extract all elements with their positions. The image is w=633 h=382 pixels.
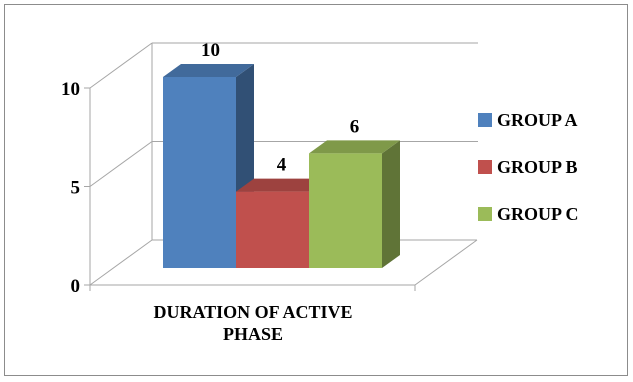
x-category-label: PHASE (223, 324, 283, 344)
x-category-label: DURATION OF ACTIVE (153, 302, 352, 322)
bar-top (309, 140, 400, 154)
data-label: 6 (350, 116, 360, 137)
y-tick-label: 0 (71, 276, 81, 297)
legend-item: GROUP C (478, 204, 579, 224)
y-tick-label: 10 (61, 79, 80, 100)
legend-item: GROUP B (478, 157, 578, 177)
legend-item: GROUP A (478, 110, 578, 130)
data-labels: 10 4 6 (201, 40, 359, 176)
legend-swatch (478, 160, 492, 174)
bar-top (163, 64, 254, 77)
legend-label: GROUP C (497, 204, 579, 224)
legend-label: GROUP B (497, 157, 578, 177)
gridline-side (89, 42, 153, 89)
bar-group-c (309, 140, 400, 268)
y-axis-ticks: 0 5 10 (61, 79, 80, 297)
bar-front (236, 191, 309, 268)
legend-swatch (478, 113, 492, 127)
legend-swatch (478, 207, 492, 221)
legend-label: GROUP A (497, 110, 578, 130)
bar-front (309, 153, 382, 268)
gridline-side (89, 141, 153, 187)
data-label: 4 (277, 155, 287, 176)
bar-front (163, 77, 236, 268)
bar-side (382, 140, 400, 268)
y-tick-label: 5 (71, 178, 81, 199)
bar-top (236, 178, 327, 192)
legend: GROUP A GROUP B GROUP C (478, 110, 579, 224)
gridline-side (89, 239, 153, 286)
data-label: 10 (201, 40, 220, 61)
bars (163, 64, 400, 268)
bar-group-a (163, 64, 254, 268)
floor-edge (414, 239, 478, 286)
